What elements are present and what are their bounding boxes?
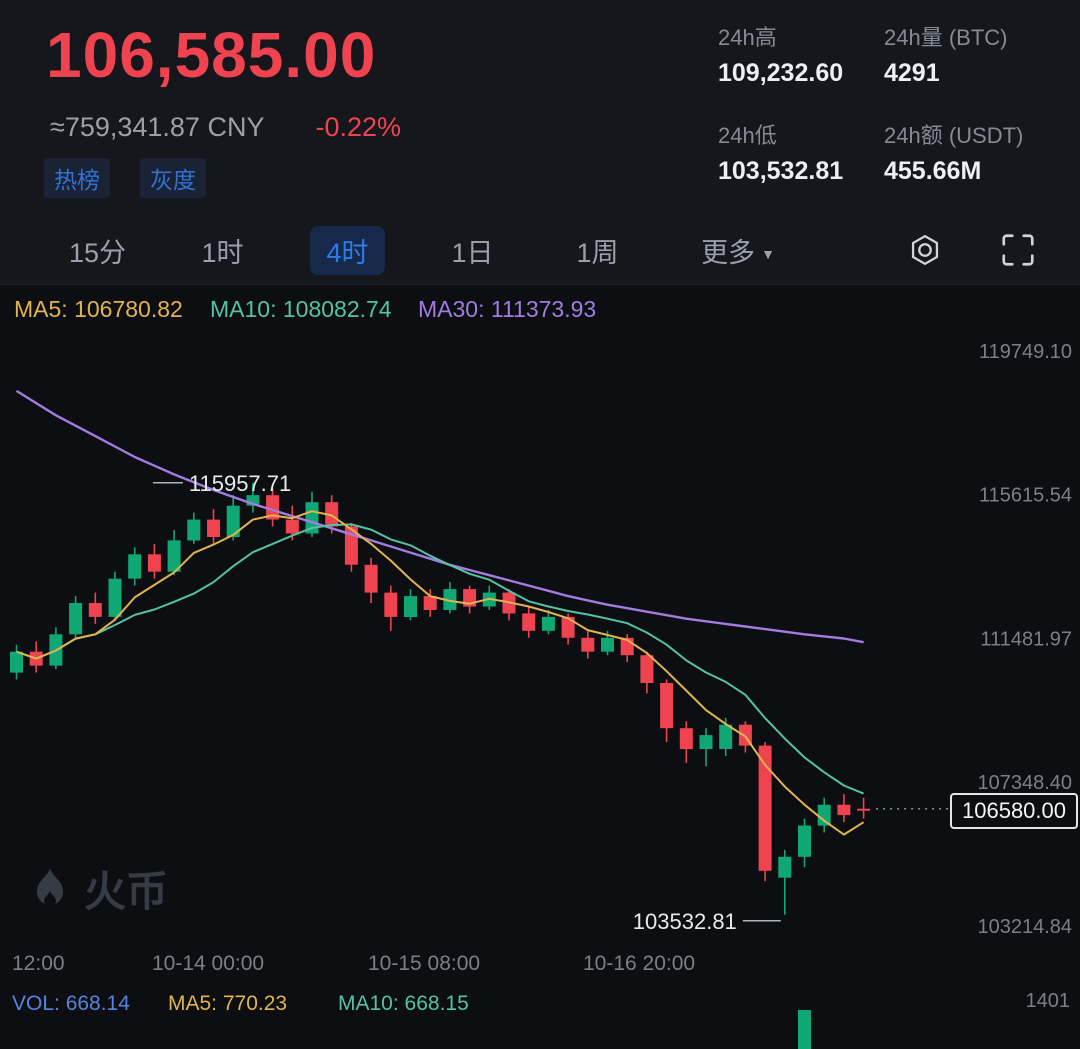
candle-body <box>325 502 339 527</box>
candle-body <box>88 603 102 617</box>
tab-1week[interactable]: 1周 <box>576 237 619 268</box>
stat-label: 24h额 (USDT) <box>884 123 1024 148</box>
candle-body <box>423 596 437 610</box>
stat-label: 24h高 <box>718 25 777 50</box>
low-annotation: 103532.81 <box>633 909 737 934</box>
stat-value: 455.66M <box>884 157 982 185</box>
candle-body <box>679 728 693 750</box>
candle-body <box>699 735 713 749</box>
vol-ma5-value: MA5: 770.23 <box>168 992 288 1015</box>
candle-body <box>837 804 851 816</box>
candle-body <box>207 519 220 537</box>
tag-grayscale[interactable]: 灰度 <box>140 158 206 198</box>
change-percent: -0.22% <box>315 112 402 142</box>
candle-body <box>246 495 260 506</box>
stat-24h-volume-btc: 24h量 (BTC) 4291 <box>884 20 1023 88</box>
ma5-value: MA5: 106780.82 <box>14 296 183 322</box>
x-axis-tick: 10-15 08:00 <box>368 952 481 975</box>
x-axis-tick: 10-16 20:00 <box>583 952 696 975</box>
stat-label: 24h量 (BTC) <box>884 25 1008 50</box>
candle-body <box>404 596 417 617</box>
last-price: 106,585.00 <box>46 19 377 91</box>
candle-body <box>522 613 536 631</box>
current-price-tag: 106580.00 <box>950 792 1078 829</box>
candle-body <box>660 683 674 729</box>
candle-body <box>364 564 378 593</box>
candle-body <box>719 724 733 749</box>
candle-body <box>601 637 614 652</box>
candle-body <box>581 637 595 652</box>
candle-body <box>541 616 555 631</box>
ma30-line <box>15 389 864 644</box>
stat-24h-amount-usdt: 24h额 (USDT) 455.66M <box>884 118 1023 186</box>
y-axis-tick: 115615.54 <box>979 485 1072 507</box>
ma5-line <box>16 510 865 836</box>
volume-axis-tick: 1401 <box>1025 990 1071 1012</box>
fiat-approx-value: ≈759,341.87 CNY <box>50 112 264 142</box>
y-axis-tick: 107348.40 <box>977 772 1072 794</box>
huobi-flame-icon <box>37 867 63 907</box>
candle-body <box>384 592 398 617</box>
candle-body <box>226 505 240 537</box>
candle-body <box>305 502 319 534</box>
tab-1day[interactable]: 1日 <box>451 237 494 268</box>
candle-body <box>108 578 122 617</box>
tab-15min[interactable]: 15分 <box>68 237 127 268</box>
header: 106,585.00 ≈759,341.87 CNY -0.22% 热榜 灰度 … <box>0 0 1080 285</box>
ma10-line <box>16 523 864 795</box>
tab-1hour[interactable]: 1时 <box>201 237 244 268</box>
candle-body <box>147 554 161 572</box>
interval-tabbar: 15分 1时 4时 1日 1周 更多 ▼ <box>0 222 1080 278</box>
stat-value: 103,532.81 <box>718 157 844 185</box>
stats-grid: 24h高 109,232.60 24h量 (BTC) 4291 24h低 103… <box>718 20 1023 186</box>
stat-value: 109,232.60 <box>718 59 844 87</box>
x-axis-tick: 12:00 <box>12 952 65 975</box>
candlestick-chart[interactable]: 119749.10 115615.54 111481.97 107348.40 1032… <box>0 330 1080 950</box>
stat-24h-low: 24h低 103,532.81 <box>718 118 884 186</box>
tab-4hour[interactable]: 4时 <box>285 225 410 275</box>
tag-row: 热榜 灰度 <box>44 158 206 198</box>
tag-hot-list[interactable]: 热榜 <box>44 158 110 198</box>
volume-chart[interactable] <box>0 975 1080 1049</box>
stat-label: 24h低 <box>718 123 777 148</box>
ma10-value: MA10: 108082.74 <box>210 296 392 322</box>
vol-value: VOL: 668.14 <box>12 992 130 1015</box>
volume-bar <box>798 1010 811 1049</box>
candle-body <box>640 655 654 683</box>
candle-body <box>443 589 457 610</box>
indicator-eye-button[interactable] <box>903 228 947 272</box>
ma30-value: MA30: 111373.93 <box>418 296 597 322</box>
high-annotation: 115957.71 <box>189 471 291 496</box>
candle-body <box>10 651 23 673</box>
stat-value: 4291 <box>884 59 940 87</box>
fullscreen-button[interactable] <box>996 228 1040 272</box>
y-axis-tick: 119749.10 <box>979 341 1072 363</box>
candle-body <box>758 745 772 871</box>
y-axis-tick: 111481.97 <box>980 628 1072 650</box>
candle-body <box>187 519 201 541</box>
candle-body <box>128 554 142 579</box>
vol-ma10-value: MA10: 668.15 <box>338 992 469 1015</box>
chevron-down-icon: ▼ <box>761 245 775 262</box>
stat-24h-high: 24h高 109,232.60 <box>718 20 884 88</box>
candle-body <box>798 825 811 857</box>
candle-body <box>561 616 575 638</box>
candle-body <box>285 519 299 534</box>
x-axis-tick: 10-14 00:00 <box>152 952 265 975</box>
y-axis-tick: 103214.84 <box>977 916 1072 938</box>
candle-body <box>778 856 792 878</box>
eye-icon <box>911 234 939 266</box>
watermark-text: 火币 <box>84 868 169 915</box>
candle-body <box>817 804 831 826</box>
candle-body <box>857 808 871 811</box>
candle-body <box>266 495 280 520</box>
candle-body <box>69 603 83 635</box>
price-sub-row: ≈759,341.87 CNY -0.22% <box>50 112 401 143</box>
watermark: 火币 <box>26 858 168 919</box>
more-intervals-button[interactable]: 更多 ▼ <box>701 237 775 268</box>
fullscreen-icon <box>1002 234 1034 266</box>
candle-body <box>167 540 181 572</box>
